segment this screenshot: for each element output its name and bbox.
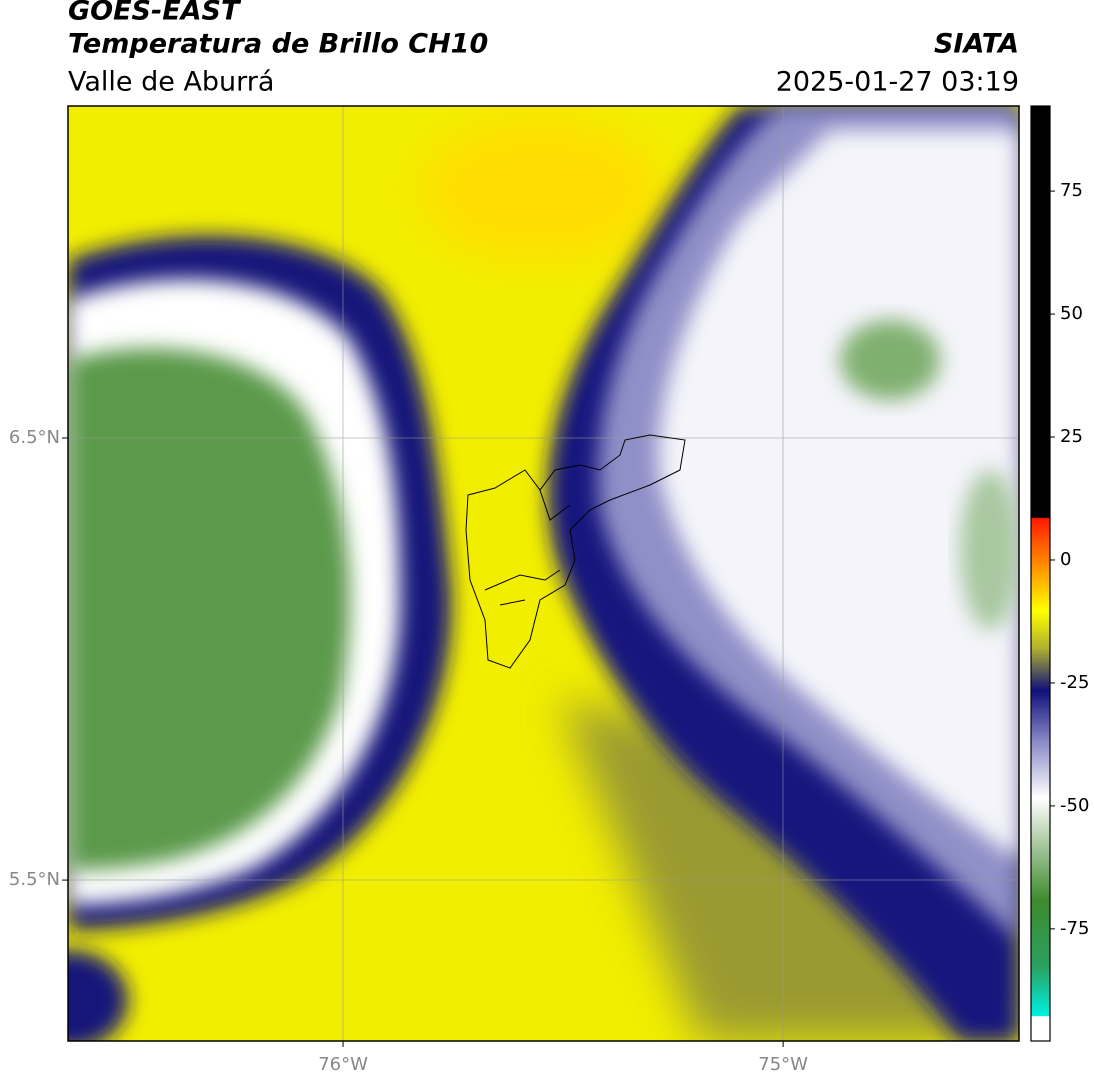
region: Valle de Aburrá — [68, 67, 274, 98]
colorbar — [1030, 105, 1051, 1042]
source: SIATA — [934, 29, 1019, 60]
lon-tick-label: 75°W — [758, 1054, 808, 1075]
colorbar-tick-label: -50 — [1060, 795, 1089, 816]
map-frame — [67, 105, 1020, 1042]
colorbar-tick-label: 75 — [1060, 180, 1083, 201]
lat-tick-label: 6.5°N — [9, 427, 60, 448]
colorbar-tick-label: 25 — [1060, 426, 1083, 447]
lat-tick-label: 5.5°N — [9, 869, 60, 890]
colorbar-tick-label: 50 — [1060, 303, 1083, 324]
colorbar-tick-label: 0 — [1060, 549, 1071, 570]
subtitle: Temperatura de Brillo CH10 — [68, 29, 488, 60]
colorbar-tick-label: -75 — [1060, 918, 1089, 939]
lon-tick-label: 76°W — [318, 1054, 368, 1075]
title: GOES-EAST — [68, 0, 242, 27]
colorbar-tick-label: -25 — [1060, 672, 1089, 693]
satellite-image — [68, 106, 1019, 1041]
datetime: 2025-01-27 03:19 — [776, 67, 1019, 98]
